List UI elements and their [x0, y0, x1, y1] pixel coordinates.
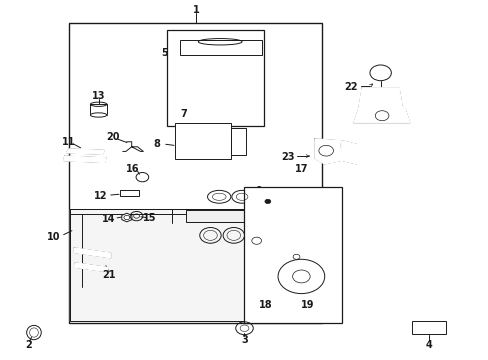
Text: 5: 5: [161, 48, 167, 58]
Bar: [265, 200, 270, 203]
Bar: [231, 128, 245, 155]
Polygon shape: [314, 139, 341, 164]
Polygon shape: [201, 110, 242, 116]
Text: 1: 1: [192, 5, 199, 15]
Text: 12: 12: [94, 191, 107, 201]
Bar: [411, 321, 446, 334]
Bar: [180, 40, 261, 55]
Polygon shape: [353, 109, 409, 123]
Ellipse shape: [90, 113, 107, 117]
Text: 8: 8: [153, 139, 160, 149]
Text: 3: 3: [241, 335, 247, 345]
Text: 4: 4: [425, 340, 432, 350]
Text: 18: 18: [258, 300, 272, 310]
Text: 17: 17: [295, 164, 308, 174]
Polygon shape: [74, 248, 111, 258]
Polygon shape: [341, 141, 356, 164]
Text: 23: 23: [281, 152, 294, 162]
Text: 16: 16: [126, 164, 139, 174]
Text: 13: 13: [92, 91, 105, 101]
Text: 15: 15: [142, 212, 156, 222]
Text: 19: 19: [300, 300, 314, 310]
Bar: [186, 210, 271, 222]
Polygon shape: [183, 37, 256, 46]
Text: 14: 14: [102, 214, 115, 224]
Text: 21: 21: [102, 270, 116, 280]
Bar: [175, 123, 231, 158]
Text: 7: 7: [180, 109, 187, 119]
Bar: [120, 190, 139, 196]
Polygon shape: [66, 149, 104, 154]
Bar: [90, 104, 107, 115]
Polygon shape: [246, 230, 264, 296]
Text: 11: 11: [61, 138, 75, 148]
Text: 22: 22: [344, 82, 358, 92]
Polygon shape: [74, 263, 108, 272]
Text: 9: 9: [255, 186, 262, 196]
Polygon shape: [70, 208, 322, 321]
Polygon shape: [63, 156, 106, 162]
Text: 20: 20: [106, 132, 120, 142]
Circle shape: [264, 199, 270, 203]
Text: 10: 10: [47, 232, 61, 242]
Bar: [166, 30, 264, 126]
Text: 2: 2: [25, 340, 31, 350]
Text: 6: 6: [275, 197, 282, 206]
Bar: [69, 23, 322, 323]
Bar: [244, 187, 341, 323]
Polygon shape: [358, 88, 402, 109]
